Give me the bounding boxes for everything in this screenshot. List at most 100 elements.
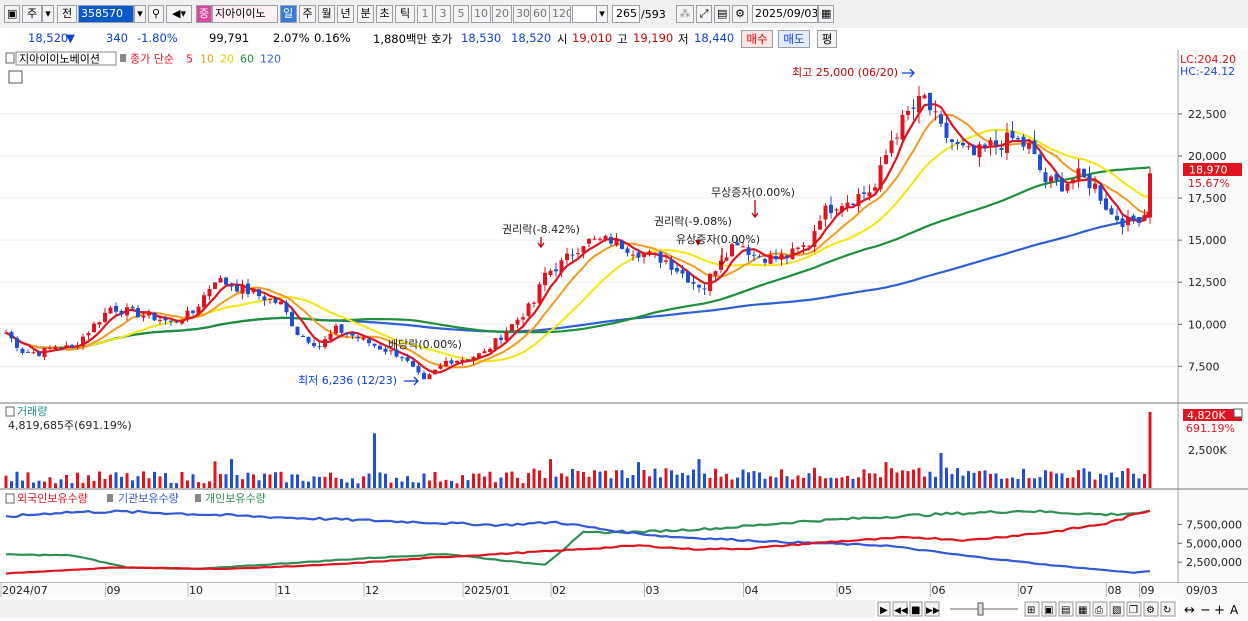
- calendar-icon[interactable]: ▦: [818, 5, 834, 23]
- zoom-slider-handle[interactable]: [977, 602, 984, 616]
- volume-bar: [521, 483, 525, 488]
- volume-toggle-icon[interactable]: [5, 406, 15, 417]
- font-size-icon[interactable]: A: [1230, 603, 1239, 617]
- volume-bar: [587, 476, 591, 488]
- legend-stock-name: 지아이이노베이션: [19, 53, 100, 66]
- volume-bar: [164, 473, 167, 488]
- price-change-rate: -1.80%: [137, 31, 178, 45]
- interval-120[interactable]: 120: [549, 5, 571, 23]
- period-year[interactable]: 년: [337, 5, 354, 23]
- window-icon[interactable]: ▣: [4, 5, 20, 23]
- candle-body: [158, 319, 162, 321]
- export-icon[interactable]: ▤: [714, 5, 730, 23]
- buy-button[interactable]: 매수: [741, 30, 773, 48]
- interval-10[interactable]: 10: [471, 5, 491, 23]
- stock-name-field[interactable]: 지아이이노: [212, 5, 278, 23]
- interval-3[interactable]: 3: [435, 5, 451, 23]
- sell-button[interactable]: 매도: [778, 30, 810, 48]
- type-select[interactable]: 주: [22, 5, 42, 23]
- candle-body: [598, 238, 602, 240]
- eval-button[interactable]: 평: [817, 30, 837, 48]
- volume-bar: [906, 471, 910, 488]
- candle-body: [257, 289, 261, 296]
- period-minute[interactable]: 분: [357, 5, 374, 23]
- pan-icon[interactable]: ↔: [1184, 603, 1195, 618]
- volume-bar: [213, 461, 217, 488]
- date-input[interactable]: 2025/09/03: [752, 5, 818, 23]
- gear-icon[interactable]: ⚙: [732, 5, 748, 23]
- volume-badge: [1183, 409, 1242, 421]
- volume-bar: [290, 474, 294, 488]
- image-button[interactable]: [1075, 601, 1091, 617]
- chevron-down-icon[interactable]: ▾: [134, 5, 146, 23]
- open-price: 19,010: [572, 31, 613, 45]
- x-axis-label: 2025/01: [464, 584, 510, 597]
- compare-button[interactable]: [1024, 601, 1040, 617]
- legend-toggle-icon[interactable]: [5, 52, 15, 64]
- all-select[interactable]: 전: [57, 5, 77, 23]
- stock-code-input[interactable]: 358570: [78, 5, 134, 23]
- legend-name-box[interactable]: [15, 51, 117, 66]
- scrollbar-track[interactable]: [0, 600, 875, 618]
- volume-close-icon[interactable]: [1233, 408, 1243, 418]
- volume-bar: [736, 477, 739, 488]
- candle-body: [339, 324, 344, 333]
- print-button[interactable]: [1092, 601, 1108, 617]
- forward-button[interactable]: [924, 601, 940, 617]
- settings-button[interactable]: [1143, 601, 1159, 617]
- scroll-right-button[interactable]: [877, 601, 891, 617]
- candle-body: [939, 114, 943, 124]
- volume-bar: [37, 480, 41, 488]
- candle-body: [554, 269, 558, 272]
- volume-bar: [466, 480, 470, 488]
- volume-bar: [769, 476, 772, 488]
- holdings-toggle-icon[interactable]: [5, 493, 15, 504]
- speaker-icon[interactable]: ◀▾: [166, 5, 192, 23]
- chevron-down-icon[interactable]: ▾: [42, 5, 54, 23]
- period-second[interactable]: 초: [376, 5, 393, 23]
- interval-1[interactable]: 1: [417, 5, 433, 23]
- period-month[interactable]: 월: [318, 5, 335, 23]
- candle-body: [911, 107, 916, 109]
- grid-toggle-icon[interactable]: [8, 70, 23, 84]
- candle-body: [493, 338, 498, 349]
- pane-button[interactable]: [1058, 601, 1074, 617]
- candle-body: [1120, 218, 1125, 227]
- volume-bar: [252, 474, 255, 488]
- save-button[interactable]: [1109, 601, 1125, 617]
- volume-bar: [142, 471, 145, 488]
- zoom-in-icon[interactable]: +: [1214, 603, 1225, 618]
- zoom-out-icon[interactable]: −: [1200, 603, 1211, 618]
- period-tick[interactable]: 틱: [395, 5, 415, 23]
- expand-icon[interactable]: ⤢: [696, 5, 712, 23]
- candle-body: [741, 246, 745, 248]
- candle-body: [829, 204, 833, 213]
- count-input[interactable]: 265: [612, 5, 640, 23]
- volume-bar: [917, 467, 921, 488]
- interval-20[interactable]: 20: [492, 5, 512, 23]
- rewind-button[interactable]: [892, 601, 908, 617]
- stop-button[interactable]: [909, 601, 923, 617]
- period-day[interactable]: 일: [280, 5, 297, 23]
- chevron-down-icon[interactable]: ▾: [596, 5, 608, 23]
- layout-button[interactable]: [1041, 601, 1057, 617]
- volume-bar: [169, 483, 173, 488]
- interval-60[interactable]: 60: [530, 5, 550, 23]
- search-icon[interactable]: ⚲: [148, 5, 164, 23]
- candle-body: [642, 253, 646, 258]
- interval-5[interactable]: 5: [453, 5, 469, 23]
- candle-body: [521, 317, 525, 320]
- grid-icon[interactable]: ⁂: [676, 5, 694, 23]
- candle-body: [515, 319, 520, 325]
- volume-bar: [411, 482, 415, 488]
- copy-button[interactable]: [1126, 601, 1142, 617]
- volume-bar: [901, 470, 904, 488]
- price-change: 340: [106, 31, 128, 45]
- refresh-button[interactable]: [1160, 601, 1176, 617]
- candle-body: [1109, 208, 1114, 215]
- period-week[interactable]: 주: [299, 5, 316, 23]
- low-price: 18,440: [694, 31, 735, 45]
- candle-body: [361, 337, 366, 340]
- candle-body: [922, 95, 927, 99]
- x-axis-label: 02: [552, 584, 566, 597]
